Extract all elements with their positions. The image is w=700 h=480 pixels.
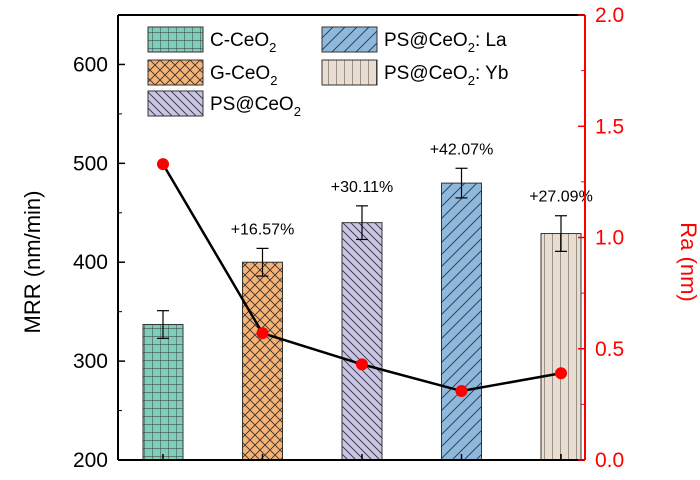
y-tick-label-right-0.0: 0.0: [595, 449, 624, 472]
legend-item-3: PS@CeO2: [147, 90, 301, 119]
y-tick-label-left-200: 200: [73, 449, 108, 472]
ra-point-5: [555, 367, 567, 380]
ra-point-4: [455, 385, 468, 398]
bar-4: [441, 182, 482, 461]
error-bar-3: [356, 205, 368, 241]
y-tick-label-right-1.0: 1.0: [595, 227, 624, 250]
legend-swatch: [321, 59, 378, 86]
percent-annotation-3: +42.07%: [430, 141, 494, 158]
bar-3: [341, 222, 383, 461]
legend-swatch: [147, 26, 204, 53]
ra-point-3: [356, 358, 368, 371]
error-bar-5: [555, 215, 567, 252]
bar-pattern: [441, 182, 482, 461]
legend-item-4: PS@CeO2: La: [321, 26, 507, 55]
legend-swatch: [147, 59, 204, 86]
bar-pattern: [242, 261, 283, 461]
percent-annotation-2: +30.11%: [331, 179, 393, 196]
ra-point-2: [256, 327, 269, 340]
y-tick-label-right-1.5: 1.5: [595, 115, 624, 138]
y-axis-title-right: Ra (nm): [676, 222, 700, 301]
error-bar-2: [256, 247, 269, 277]
legend-label: PS@CeO2: Yb: [384, 63, 508, 88]
y-axis-title-left: MRR (nm/min): [20, 191, 45, 334]
error-bar-4: [455, 167, 468, 199]
legend-item-5: PS@CeO2: Yb: [321, 59, 508, 88]
legend-label: PS@CeO2: [210, 94, 301, 119]
y-tick-label-right-2.0: 2.0: [595, 4, 624, 27]
y-tick-label-left-600: 600: [73, 53, 108, 76]
y-tick-label-right-0.5: 0.5: [595, 338, 624, 361]
y-tick-label-left-500: 500: [73, 152, 108, 175]
bar-pattern: [540, 233, 582, 461]
y-tick-label-left-400: 400: [73, 251, 108, 274]
bar-pattern: [341, 222, 383, 461]
percent-annotation-4: +27.09%: [529, 189, 593, 206]
legend-swatch: [321, 26, 378, 53]
legend-label: G-CeO2: [210, 63, 277, 88]
legend-label: PS@CeO2: La: [384, 30, 507, 55]
legend-item-1: C-CeO2: [147, 26, 276, 55]
legend-item-2: G-CeO2: [147, 59, 277, 88]
error-bar-1: [157, 310, 169, 339]
legend-label: C-CeO2: [210, 30, 276, 55]
bar-2: [242, 261, 283, 461]
y-tick-label-left-300: 300: [73, 350, 108, 373]
bar-1: [142, 324, 184, 461]
bar-5: [540, 233, 582, 461]
ra-point-1: [157, 158, 169, 171]
bar-pattern: [142, 324, 184, 461]
legend-swatch: [147, 90, 204, 117]
percent-annotation-1: +16.57%: [231, 221, 295, 238]
